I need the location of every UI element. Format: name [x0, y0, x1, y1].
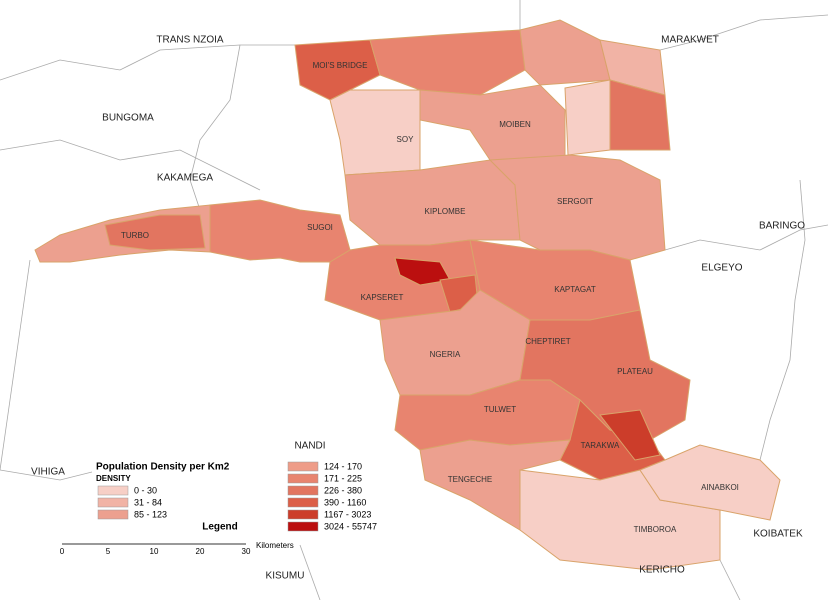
legend-label: 1167 - 3023	[324, 509, 371, 519]
region-label: TIMBOROA	[634, 525, 677, 534]
region-labels: MOI'S BRIDGE SOY TURBO SUGOI KIPLOMBE KA…	[121, 61, 739, 534]
region-label: KIPLOMBE	[425, 207, 466, 216]
neighbor-label: KERICHO	[639, 565, 685, 576]
scale-label: 5	[106, 547, 111, 556]
neighbor-label: MARAKWET	[661, 35, 719, 46]
neighbor-label: BARINGO	[759, 221, 805, 232]
region-label: TULWET	[484, 405, 516, 414]
neighbor-label: VIHIGA	[31, 467, 65, 478]
neighbor-label: NANDI	[294, 441, 325, 452]
legend: Population Density per Km2 DENSITY Legen…	[92, 458, 397, 534]
region-label: NGERIA	[430, 350, 461, 359]
legend-label: 390 - 1160	[324, 497, 366, 507]
legend-swatch	[287, 497, 319, 508]
neighbor-label: TRANS NZOIA	[156, 35, 224, 46]
neighbor-label: KOIBATEK	[753, 529, 803, 540]
legend-label: 226 - 380	[324, 485, 362, 495]
legend-label: 85 - 123	[134, 509, 167, 519]
region-label: SUGOI	[307, 223, 333, 232]
region-label: MOIBEN	[499, 120, 531, 129]
legend-swatch	[287, 509, 319, 520]
legend-swatch	[287, 521, 319, 532]
neighbor-label: KAKAMEGA	[157, 173, 213, 184]
region-label: PLATEAU	[617, 367, 653, 376]
region-label: SERGOIT	[557, 197, 593, 206]
scale-label: 10	[150, 547, 159, 556]
legend-swatch	[287, 473, 319, 484]
scale-bar: 0 5 10 20 30 Kilometers	[60, 541, 294, 556]
scale-unit: Kilometers	[256, 541, 294, 550]
region-label: CHEPTIRET	[525, 337, 570, 346]
legend-label: 3024 - 55747	[324, 521, 377, 531]
neighbor-label: BUNGOMA	[102, 113, 154, 124]
legend-swatch	[97, 485, 129, 496]
regions	[34, 19, 781, 571]
region-label: TENGECHE	[448, 475, 492, 484]
region-label: MOI'S BRIDGE	[313, 61, 368, 70]
region-label: KAPTAGAT	[554, 285, 596, 294]
region-label: AINABKOI	[701, 483, 739, 492]
legend-swatch	[287, 461, 319, 472]
region-label: TARAKWA	[581, 441, 620, 450]
legend-title: Population Density per Km2	[96, 462, 230, 473]
legend-swatch	[287, 485, 319, 496]
legend-heading: Legend	[202, 522, 238, 533]
scale-label: 20	[196, 547, 205, 556]
region-label: TURBO	[121, 231, 149, 240]
scale-label: 0	[60, 547, 65, 556]
legend-swatch	[97, 509, 129, 520]
legend-label: 0 - 30	[134, 485, 157, 495]
legend-label: 31 - 84	[134, 497, 162, 507]
region-label: SOY	[397, 135, 415, 144]
legend-label: 124 - 170	[324, 461, 362, 471]
legend-label: 171 - 225	[324, 473, 362, 483]
legend-field: DENSITY	[96, 474, 131, 483]
neighbor-label: ELGEYO	[701, 263, 742, 274]
neighbor-labels: TRANS NZOIA BUNGOMA KAKAMEGA MARAKWET BA…	[31, 35, 805, 582]
legend-swatch	[97, 497, 129, 508]
scale-label: 30	[242, 547, 251, 556]
region-label: KAPSERET	[361, 293, 404, 302]
neighbor-label: KISUMU	[266, 571, 305, 582]
legend-box	[92, 458, 397, 534]
